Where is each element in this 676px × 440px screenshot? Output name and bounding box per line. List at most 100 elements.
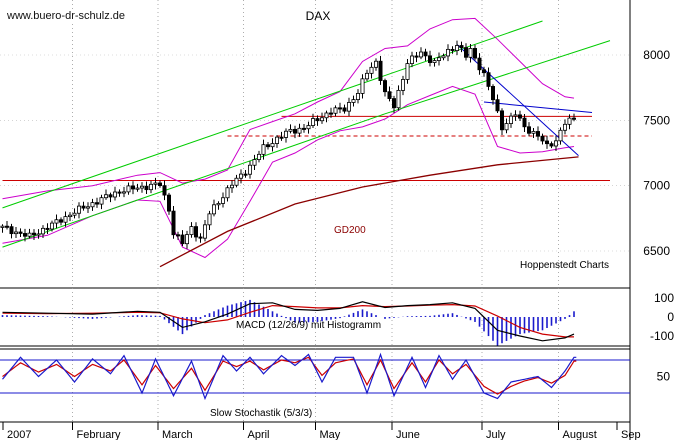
candle-body <box>59 219 64 223</box>
candle-body <box>283 130 288 138</box>
candle-body <box>0 225 5 228</box>
candle-body <box>522 117 527 128</box>
candle-body <box>243 173 248 176</box>
candle-body <box>396 89 401 109</box>
x-tick-label: March <box>162 429 193 440</box>
candle-body <box>342 107 347 112</box>
y-tick-label: 7000 <box>643 179 670 193</box>
candle-body <box>518 114 523 119</box>
axis-ticks: 2007 February March April May June July August S… <box>2 48 674 440</box>
candle-body <box>414 55 419 58</box>
candle-body <box>9 226 14 235</box>
candle-body <box>378 60 383 81</box>
candle-body <box>337 107 342 110</box>
stoch-tick-label: 50 <box>657 370 671 384</box>
candle-body <box>18 231 23 234</box>
macd-label: MACD (12/26/9) mit Histogramm <box>236 320 381 331</box>
candle-body <box>355 93 360 101</box>
candle-body <box>184 234 189 245</box>
candle-body <box>198 236 203 239</box>
candle-body <box>306 125 311 130</box>
candle-body <box>324 112 329 119</box>
candle-body <box>495 99 500 112</box>
candle-body <box>13 231 18 235</box>
candle-body <box>63 216 68 223</box>
candle-body <box>261 144 266 155</box>
text-labels: DAX GD200 Hoppenstedt Charts MACD (12/26… <box>210 9 609 419</box>
candle-body <box>364 72 369 80</box>
candle-body <box>166 194 171 212</box>
candle-body <box>220 197 225 204</box>
x-tick-label: May <box>320 429 341 440</box>
candle-body <box>549 143 554 147</box>
candle-body <box>373 60 378 68</box>
x-tick-label: February <box>77 429 122 440</box>
candle-body <box>157 182 162 187</box>
candle-body <box>409 55 414 64</box>
y-tick-label: 7500 <box>643 113 670 127</box>
candle-body <box>202 224 207 239</box>
candle-body <box>387 91 392 99</box>
candle-body <box>454 45 459 51</box>
candle-body <box>193 226 198 238</box>
candle-body <box>545 140 550 145</box>
candle-body <box>486 72 491 87</box>
candle-body <box>148 183 153 191</box>
candle-body <box>117 191 122 194</box>
candle-body <box>513 114 518 117</box>
candle-body <box>171 210 176 236</box>
candle-body <box>310 118 315 126</box>
candle-body <box>508 115 513 124</box>
candle-body <box>130 185 135 190</box>
candle-body <box>450 48 455 51</box>
candle-body <box>527 126 532 134</box>
candle-body <box>463 47 468 58</box>
candle-body <box>122 191 127 194</box>
candle-body <box>418 51 423 58</box>
gd200-label: GD200 <box>334 225 366 236</box>
candle-body <box>504 123 509 131</box>
source-label: Hoppenstedt Charts <box>520 260 609 271</box>
candle-body <box>333 107 338 114</box>
candle-body <box>189 226 194 236</box>
candle-body <box>536 131 541 137</box>
indicator-lines <box>0 299 630 401</box>
candle-body <box>175 234 180 237</box>
candle-body <box>256 153 261 160</box>
candle-body <box>126 185 131 193</box>
candle-body <box>346 102 351 112</box>
candle-body <box>445 48 450 57</box>
candle-body <box>459 45 464 49</box>
trend-line <box>483 101 593 113</box>
gridlines <box>0 0 631 440</box>
candle-body <box>572 117 577 120</box>
candle-body <box>234 177 239 186</box>
stoch-d-line <box>2 356 577 395</box>
candle-body <box>139 185 144 189</box>
candle-body <box>5 225 10 228</box>
candle-body <box>360 78 365 94</box>
candle-body <box>563 123 568 131</box>
candle-body <box>481 69 486 74</box>
candle-body <box>225 187 230 199</box>
stoch-k-line <box>2 352 577 401</box>
trend-line <box>456 44 579 156</box>
watermark: www.buero-dr-schulz.de <box>5 10 127 22</box>
candle-body <box>50 222 55 230</box>
candle-body <box>427 55 432 63</box>
chart-title: DAX <box>306 9 331 23</box>
candle-body <box>554 140 559 147</box>
candle-body <box>274 136 279 144</box>
bollinger-lower <box>2 85 575 259</box>
candle-body <box>104 194 109 199</box>
gd200-line <box>159 156 579 268</box>
candle-body <box>99 197 104 205</box>
candle-body <box>54 219 59 224</box>
stochastic-label: Slow Stochastik (5/3/3) <box>210 408 312 419</box>
candle-body <box>229 184 234 189</box>
candle-body <box>477 57 482 71</box>
candle-body <box>391 98 396 109</box>
candle-body <box>297 127 302 134</box>
candle-body <box>292 128 297 134</box>
